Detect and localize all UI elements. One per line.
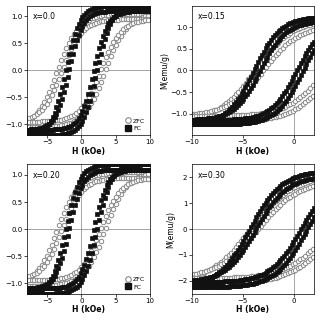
Y-axis label: M(emu/g): M(emu/g)	[167, 211, 176, 248]
Text: x=0.15: x=0.15	[198, 12, 225, 21]
X-axis label: H (kOe): H (kOe)	[72, 306, 105, 315]
Text: x=0.30: x=0.30	[198, 171, 226, 180]
Text: x=0.20: x=0.20	[33, 171, 61, 180]
Legend: ZFC, FC: ZFC, FC	[124, 117, 147, 132]
X-axis label: H (kOe): H (kOe)	[72, 147, 105, 156]
Legend: ZFC, FC: ZFC, FC	[124, 276, 147, 291]
Text: x=0.0: x=0.0	[33, 12, 56, 21]
Y-axis label: M(emu/g): M(emu/g)	[160, 52, 169, 89]
X-axis label: H (kOe): H (kOe)	[236, 147, 269, 156]
X-axis label: H (kOe): H (kOe)	[236, 306, 269, 315]
